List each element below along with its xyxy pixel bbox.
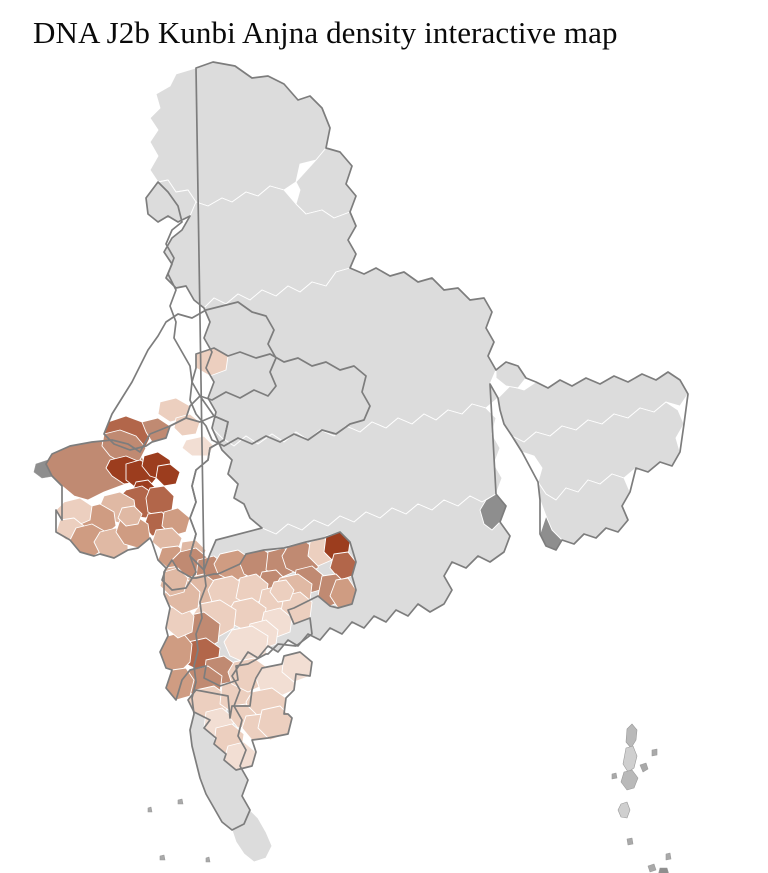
page-title: DNA J2b Kunbi Anjna density interactive … xyxy=(33,15,618,50)
island-small-1[interactable] xyxy=(611,772,618,780)
state-boundaries-layer xyxy=(45,61,689,831)
district-ratnagiri[interactable] xyxy=(159,631,193,675)
island-barren[interactable] xyxy=(651,748,658,757)
island-middle-andaman[interactable] xyxy=(622,745,638,773)
andaman-nicobar-islands xyxy=(611,723,672,873)
state-border-maharashtra xyxy=(159,531,357,701)
island-great-nicobar[interactable] xyxy=(658,867,670,873)
district-hingoli[interactable] xyxy=(269,579,295,603)
island-lakshadweep-4[interactable] xyxy=(205,856,211,863)
island-lakshadweep-2[interactable] xyxy=(147,806,153,813)
state-border-mp xyxy=(189,347,371,447)
island-lakshadweep-3[interactable] xyxy=(159,854,166,861)
island-ritchie[interactable] xyxy=(639,762,649,773)
lakshadweep-islands xyxy=(147,798,211,863)
india-choropleth-map[interactable] xyxy=(0,56,768,873)
district-aravalli[interactable] xyxy=(155,463,181,487)
district-botad[interactable] xyxy=(117,505,143,527)
island-south-andaman[interactable] xyxy=(620,769,639,791)
island-nancowry[interactable] xyxy=(647,863,657,873)
island-lakshadweep-1[interactable] xyxy=(177,798,184,805)
island-little-andaman[interactable] xyxy=(617,801,631,819)
state-border-karnataka xyxy=(187,651,313,771)
island-north-andaman[interactable] xyxy=(625,723,638,749)
island-teressa[interactable] xyxy=(665,852,672,861)
state-border-india-national xyxy=(145,61,689,831)
choropleth-highlight-layer xyxy=(45,347,357,771)
island-car-nicobar[interactable] xyxy=(626,837,634,846)
